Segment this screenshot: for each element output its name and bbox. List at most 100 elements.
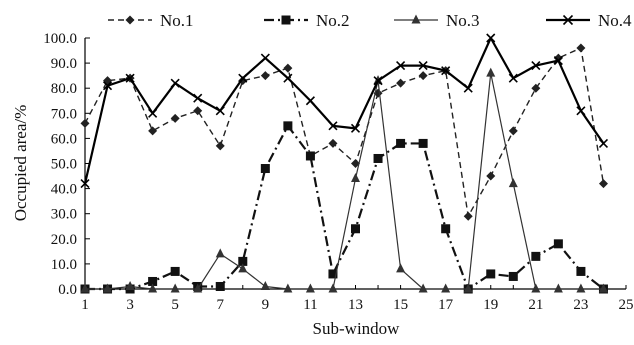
plot-area [80, 33, 609, 294]
axes: 0.0 10.0 20.0 30.0 40.0 50.0 60.0 70.0 80.0 90.0 1… [43, 31, 633, 313]
data-point [193, 106, 203, 116]
x-tick-label: 13 [348, 297, 363, 313]
data-point [486, 171, 496, 181]
data-point [463, 83, 473, 93]
data-point-stroke [283, 73, 293, 83]
y-tick-label: 80.0 [51, 81, 77, 97]
y-tick-label: 90.0 [51, 56, 77, 72]
legend-label: No.3 [446, 11, 480, 30]
data-point-stroke [441, 66, 451, 76]
data-point [80, 283, 90, 293]
data-point [305, 151, 315, 161]
data-point [148, 276, 158, 286]
data-point [170, 113, 180, 123]
data-point-stroke [508, 73, 518, 83]
data-point [508, 271, 518, 281]
data-point [238, 263, 248, 273]
series-line-1 [84, 47, 605, 217]
data-point [328, 269, 338, 279]
data-point [125, 73, 135, 83]
data-point [238, 73, 248, 83]
data-point [215, 106, 225, 116]
data-point-stroke [238, 73, 248, 83]
data-point-stroke [305, 96, 315, 106]
data-point [396, 263, 406, 273]
data-point-stroke [260, 53, 270, 63]
data-point-stroke [125, 73, 135, 83]
data-point [531, 61, 541, 71]
x-tick-label: 23 [573, 297, 588, 313]
data-point [215, 248, 225, 258]
data-point [350, 123, 361, 133]
data-point [351, 224, 360, 234]
data-point [531, 251, 541, 261]
data-point [598, 179, 608, 189]
y-tick-label: 40.0 [51, 182, 77, 198]
data-point-stroke [463, 83, 473, 93]
series-2 [80, 121, 608, 294]
data-point [260, 71, 270, 81]
data-point-stroke [350, 123, 361, 133]
legend-label: No.2 [316, 11, 350, 30]
data-point-stroke [80, 179, 90, 189]
data-point [351, 173, 360, 183]
data-point [373, 153, 383, 163]
data-point [531, 283, 541, 293]
data-point [125, 280, 135, 290]
data-point [418, 283, 428, 293]
legend-label: No.4 [598, 11, 632, 30]
legend-marker [125, 15, 135, 25]
x-tick-label: 9 [262, 297, 270, 313]
data-point [396, 78, 406, 88]
x-tick-label: 7 [217, 297, 225, 313]
y-tick-label: 10.0 [51, 257, 77, 273]
data-point [463, 211, 473, 221]
data-point [418, 61, 428, 71]
data-point [215, 141, 225, 151]
data-point [283, 283, 293, 293]
x-tick-label: 19 [483, 297, 498, 313]
data-point [486, 33, 496, 43]
data-point [328, 121, 338, 131]
x-tick-label: 3 [126, 297, 134, 313]
data-point-stroke [576, 106, 586, 116]
data-point [260, 53, 270, 63]
x-tick-label: 5 [171, 297, 179, 313]
y-axis-title: Occupied area/% [11, 105, 30, 222]
data-point [103, 283, 113, 293]
data-point [193, 93, 203, 103]
data-point [508, 126, 518, 136]
legend-item-1: No.1 [108, 11, 194, 30]
x-axis-title: Sub-window [313, 319, 401, 338]
data-point [170, 78, 180, 88]
x-tick-label: 25 [619, 297, 634, 313]
data-point [148, 108, 158, 118]
data-point [441, 224, 451, 234]
y-tick-label: 20.0 [51, 232, 77, 248]
data-point [463, 283, 473, 293]
data-point-stroke [418, 61, 428, 71]
data-point-stroke [553, 56, 563, 66]
data-point-stroke [193, 93, 203, 103]
y-tick-label: 70.0 [51, 106, 77, 122]
data-point [598, 283, 608, 293]
data-point [576, 106, 586, 116]
data-point [260, 164, 270, 174]
data-point [576, 283, 586, 293]
legend-marker [411, 14, 421, 24]
data-point-stroke [531, 61, 541, 71]
data-point [553, 283, 563, 293]
data-point-stroke [328, 121, 338, 131]
y-tick-label: 30.0 [51, 207, 77, 223]
data-point-stroke [598, 138, 609, 148]
series-3 [80, 67, 608, 293]
data-point-stroke [215, 106, 225, 116]
data-point [148, 283, 158, 293]
data-point [576, 43, 586, 53]
legend-marker [562, 14, 574, 26]
data-point-stroke [102, 81, 113, 91]
data-point [486, 269, 496, 279]
data-point [170, 266, 180, 276]
data-point [508, 178, 518, 188]
